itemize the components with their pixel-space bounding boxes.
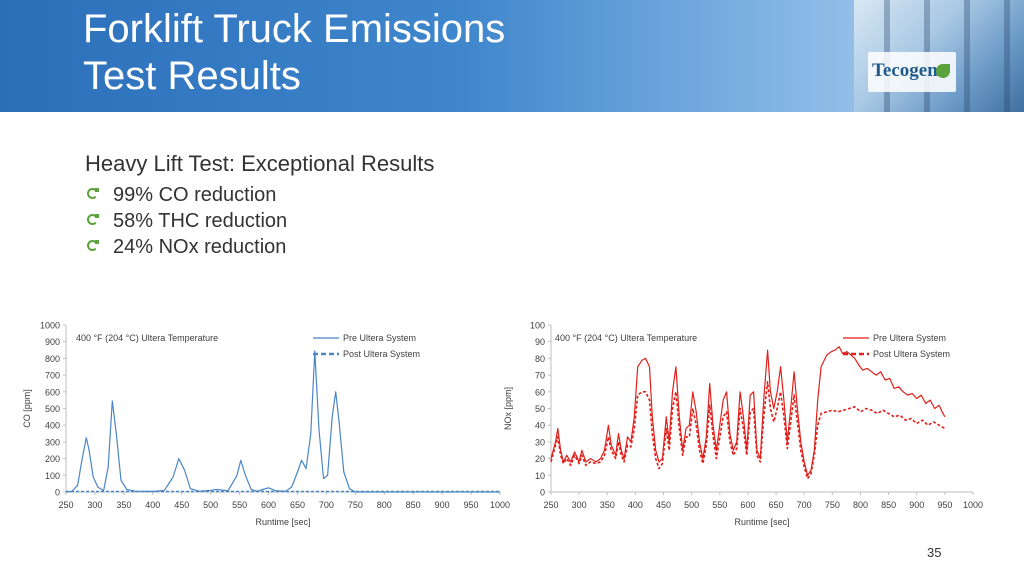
x-tick-label: 900 bbox=[435, 500, 450, 510]
x-tick-label: 550 bbox=[712, 500, 727, 510]
title-banner: Forklift Truck Emissions Test Results Te… bbox=[0, 0, 1024, 112]
x-tick-label: 500 bbox=[203, 500, 218, 510]
x-tick-label: 850 bbox=[406, 500, 421, 510]
x-tick-label: 650 bbox=[769, 500, 784, 510]
y-axis-label: NOx [ppm] bbox=[503, 387, 513, 430]
x-tick-label: 450 bbox=[656, 500, 671, 510]
logo-text: Tecogen bbox=[872, 60, 938, 81]
x-tick-label: 500 bbox=[684, 500, 699, 510]
x-tick-label: 800 bbox=[377, 500, 392, 510]
y-tick-label: 800 bbox=[45, 354, 60, 364]
y-tick-label: 700 bbox=[45, 371, 60, 381]
bullet-item: 99% CO reduction bbox=[85, 182, 434, 208]
y-tick-label: 10 bbox=[535, 471, 545, 481]
bullet-text: 99% CO reduction bbox=[113, 184, 277, 206]
y-tick-label: 100 bbox=[45, 471, 60, 481]
y-tick-label: 0 bbox=[55, 488, 60, 498]
co-chart: 0 100 200 300 400 500 600 700 800 900 1000 250 300 35… bbox=[18, 315, 518, 530]
y-tick-label: 90 bbox=[535, 337, 545, 347]
title-line-1: Forklift Truck Emissions bbox=[83, 7, 506, 51]
y-tick-label: 500 bbox=[45, 404, 60, 414]
x-tick-label: 600 bbox=[740, 500, 755, 510]
x-tick-label: 550 bbox=[232, 500, 247, 510]
recycle-bullet-icon bbox=[87, 240, 99, 251]
x-tick-label: 350 bbox=[600, 500, 615, 510]
slide-title: Forklift Truck Emissions Test Results bbox=[83, 6, 505, 100]
y-tick-label: 200 bbox=[45, 454, 60, 464]
x-tick-label: 250 bbox=[58, 500, 73, 510]
y-tick-label: 30 bbox=[535, 437, 545, 447]
nox-chart: 0 10 20 30 40 50 60 70 80 90 100 250 300 350 400 450 500… bbox=[503, 315, 1003, 530]
y-tick-label: 60 bbox=[535, 387, 545, 397]
temperature-annotation: 400 °F (204 °C) Ultera Temperature bbox=[555, 333, 697, 343]
page-number: 35 bbox=[927, 545, 942, 560]
x-tick-label: 950 bbox=[937, 500, 952, 510]
bullet-item: 24% NOx reduction bbox=[85, 234, 434, 260]
series-line-pre bbox=[550, 346, 946, 476]
recycle-bullet-icon bbox=[87, 188, 99, 199]
x-tick-label: 750 bbox=[825, 500, 840, 510]
y-tick-label: 900 bbox=[45, 337, 60, 347]
x-axis-label: Runtime [sec] bbox=[255, 517, 310, 527]
y-tick-label: 0 bbox=[540, 488, 545, 498]
subtitle: Heavy Lift Test: Exceptional Results bbox=[85, 151, 435, 176]
x-tick-label: 950 bbox=[464, 500, 479, 510]
legend-label: Pre Ultera System bbox=[343, 333, 416, 343]
legend-label: Post Ultera System bbox=[343, 349, 420, 359]
legend-label: Pre Ultera System bbox=[873, 333, 946, 343]
x-tick-label: 350 bbox=[116, 500, 131, 510]
x-tick-label: 400 bbox=[628, 500, 643, 510]
y-tick-label: 80 bbox=[535, 354, 545, 364]
legend-label: Post Ultera System bbox=[873, 349, 950, 359]
x-tick-label: 800 bbox=[853, 500, 868, 510]
x-tick-label: 250 bbox=[543, 500, 558, 510]
photo-stripe bbox=[964, 0, 970, 112]
bullet-text: 58% THC reduction bbox=[113, 210, 288, 232]
bullet-text: 24% NOx reduction bbox=[113, 236, 287, 258]
title-line-2: Test Results bbox=[83, 54, 301, 98]
x-tick-label: 650 bbox=[290, 500, 305, 510]
y-tick-label: 50 bbox=[535, 404, 545, 414]
x-tick-label: 1000 bbox=[963, 500, 983, 510]
nox-chart-svg: 0 10 20 30 40 50 60 70 80 90 100 250 300 350 400 450 500… bbox=[503, 321, 983, 528]
y-axis-label: CO [ppm] bbox=[22, 389, 32, 428]
series-line-post bbox=[550, 381, 946, 480]
x-tick-label: 750 bbox=[348, 500, 363, 510]
x-tick-label: 850 bbox=[881, 500, 896, 510]
leaf-icon bbox=[936, 64, 950, 78]
x-tick-label: 600 bbox=[261, 500, 276, 510]
y-tick-label: 400 bbox=[45, 421, 60, 431]
y-tick-label: 20 bbox=[535, 454, 545, 464]
y-tick-label: 70 bbox=[535, 371, 545, 381]
x-tick-label: 450 bbox=[174, 500, 189, 510]
x-tick-label: 900 bbox=[909, 500, 924, 510]
x-tick-label: 400 bbox=[145, 500, 160, 510]
recycle-bullet-icon bbox=[87, 214, 99, 225]
y-tick-label: 100 bbox=[530, 321, 545, 331]
temperature-annotation: 400 °F (204 °C) Ultera Temperature bbox=[76, 333, 218, 343]
y-tick-label: 1000 bbox=[40, 321, 60, 331]
series-line-pre bbox=[65, 350, 500, 493]
tecogen-logo: Tecogen bbox=[868, 52, 956, 92]
x-tick-label: 1000 bbox=[490, 500, 510, 510]
y-tick-label: 300 bbox=[45, 437, 60, 447]
x-tick-label: 300 bbox=[572, 500, 587, 510]
x-tick-label: 700 bbox=[319, 500, 334, 510]
x-tick-label: 700 bbox=[797, 500, 812, 510]
co-chart-svg: 0 100 200 300 400 500 600 700 800 900 1000 250 300 35… bbox=[22, 321, 510, 528]
slide-content: Heavy Lift Test: Exceptional Results 99%… bbox=[85, 150, 434, 260]
photo-stripe bbox=[1004, 0, 1010, 112]
x-axis-label: Runtime [sec] bbox=[734, 517, 789, 527]
bullet-item: 58% THC reduction bbox=[85, 208, 434, 234]
y-tick-label: 40 bbox=[535, 421, 545, 431]
y-tick-label: 600 bbox=[45, 387, 60, 397]
x-tick-label: 300 bbox=[87, 500, 102, 510]
